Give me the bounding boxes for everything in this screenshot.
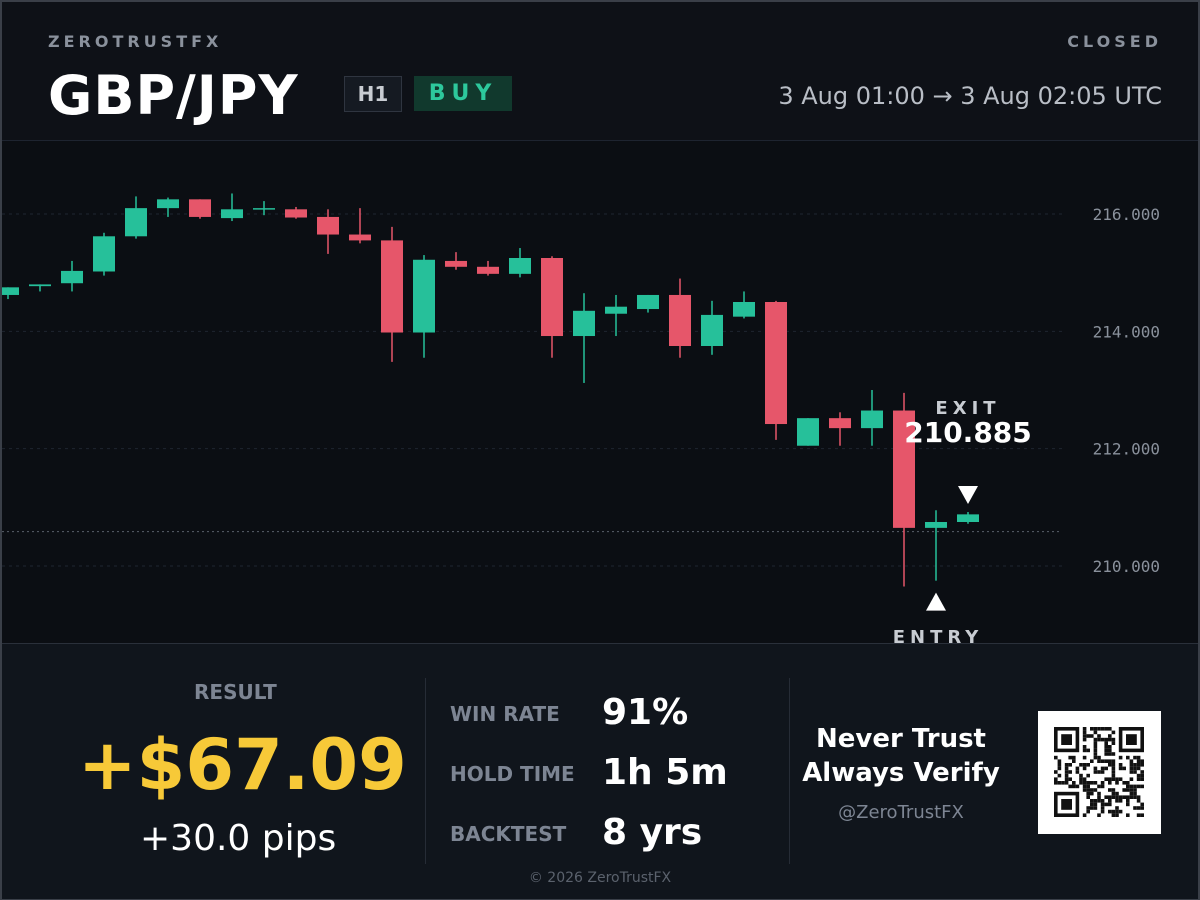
candle-body xyxy=(445,260,467,267)
win-rate-label: WIN RATE xyxy=(450,702,560,726)
win-rate-value: 91% xyxy=(602,692,689,733)
candle-body xyxy=(221,209,243,219)
time-range: 3 Aug 01:00 → 3 Aug 02:05 UTC xyxy=(778,82,1162,110)
brand-name: ZEROTRUSTFX xyxy=(48,32,223,51)
exit-marker-icon xyxy=(958,486,978,505)
candle-body xyxy=(381,240,403,333)
y-tick-label: 210.000 xyxy=(1093,557,1160,576)
candle-body xyxy=(733,302,755,317)
candle-body xyxy=(605,306,627,314)
timeframe-badge: H1 xyxy=(344,76,402,112)
candle-body xyxy=(61,270,83,284)
result-label: RESULT xyxy=(194,680,277,704)
result-pips: +30.0 pips xyxy=(140,818,337,859)
currency-pair: GBP/JPY xyxy=(48,64,299,127)
header: ZEROTRUSTFX CLOSED GBP/JPY H1 BUY 3 Aug … xyxy=(2,2,1198,141)
candle-body xyxy=(957,514,979,523)
candle-body xyxy=(285,209,307,218)
exit-price: 210.885 xyxy=(904,416,1032,449)
slogan-line-1: Never Trust xyxy=(816,724,986,754)
candle-body xyxy=(573,310,595,337)
y-tick-label: 216.000 xyxy=(1093,205,1160,224)
candle-body xyxy=(861,410,883,429)
candle-body xyxy=(125,208,147,237)
exit-label: EXIT xyxy=(935,398,1000,419)
candle-body xyxy=(477,266,499,274)
copyright: © 2026 ZeroTrustFX xyxy=(528,870,672,886)
candle-body xyxy=(317,216,339,235)
trade-status: CLOSED xyxy=(1067,32,1162,51)
entry-label: ENTRY xyxy=(893,627,984,643)
result-value: +$67.09 xyxy=(78,724,407,806)
candle-body xyxy=(189,199,211,217)
slogan-line-2: Always Verify xyxy=(802,758,1000,788)
hold-time-value: 1h 5m xyxy=(602,752,728,793)
candle-body xyxy=(253,208,275,210)
hold-time-label: HOLD TIME xyxy=(450,762,575,786)
candle-body xyxy=(93,236,115,272)
y-tick-label: 214.000 xyxy=(1093,322,1160,341)
candle-body xyxy=(413,259,435,333)
candle-body xyxy=(349,234,371,241)
candle-body xyxy=(829,418,851,429)
social-handle: @ZeroTrustFX xyxy=(838,802,964,823)
candle-body xyxy=(669,294,691,347)
candle-body xyxy=(893,410,915,528)
qr-code-icon xyxy=(1038,711,1161,834)
candle-body xyxy=(157,199,179,209)
entry-marker-icon xyxy=(926,592,946,611)
candle-body xyxy=(925,522,947,528)
candle-body xyxy=(509,258,531,274)
divider xyxy=(425,678,426,864)
side-badge: BUY xyxy=(414,76,512,111)
divider xyxy=(789,678,790,864)
summary-panel: RESULT +$67.09 +30.0 pips WIN RATE 91% H… xyxy=(2,643,1198,899)
candle-body xyxy=(2,287,19,295)
candle-body xyxy=(29,284,51,287)
backtest-label: BACKTEST xyxy=(450,822,567,846)
backtest-value: 8 yrs xyxy=(602,812,703,853)
candle-body xyxy=(765,302,787,425)
candle-body xyxy=(541,258,563,337)
candle-body xyxy=(797,418,819,446)
candle-body xyxy=(637,294,659,310)
y-tick-label: 212.000 xyxy=(1093,440,1160,459)
candle-body xyxy=(701,314,723,347)
price-chart: 216.000 214.000 212.000 210.000 EXIT 210.885 E… xyxy=(2,141,1198,643)
